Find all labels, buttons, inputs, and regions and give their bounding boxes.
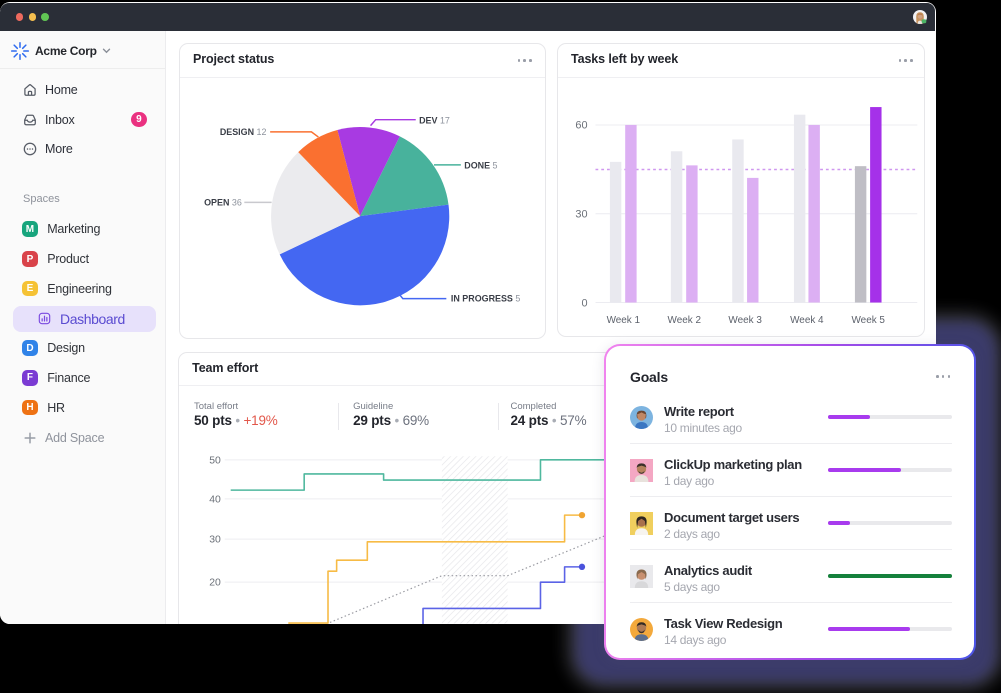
svg-text:30: 30 (209, 534, 221, 545)
svg-text:IN PROGRESS 5: IN PROGRESS 5 (450, 294, 519, 304)
svg-text:DESIGN 12: DESIGN 12 (219, 127, 266, 137)
svg-text:30: 30 (575, 209, 587, 221)
svg-text:Week 5: Week 5 (851, 315, 885, 326)
svg-text:Week 4: Week 4 (790, 315, 824, 326)
svg-text:50: 50 (209, 455, 221, 466)
svg-text:Week 3: Week 3 (728, 315, 762, 326)
svg-text:60: 60 (575, 120, 587, 132)
svg-text:Week 1: Week 1 (606, 315, 640, 326)
svg-text:Week 2: Week 2 (667, 315, 701, 326)
svg-text:DONE 5: DONE 5 (464, 160, 497, 170)
svg-text:OPEN 36: OPEN 36 (204, 198, 242, 208)
svg-text:20: 20 (209, 577, 221, 588)
svg-text:0: 0 (581, 297, 587, 309)
svg-text:40: 40 (209, 494, 221, 505)
svg-text:DEV 17: DEV 17 (419, 116, 450, 126)
